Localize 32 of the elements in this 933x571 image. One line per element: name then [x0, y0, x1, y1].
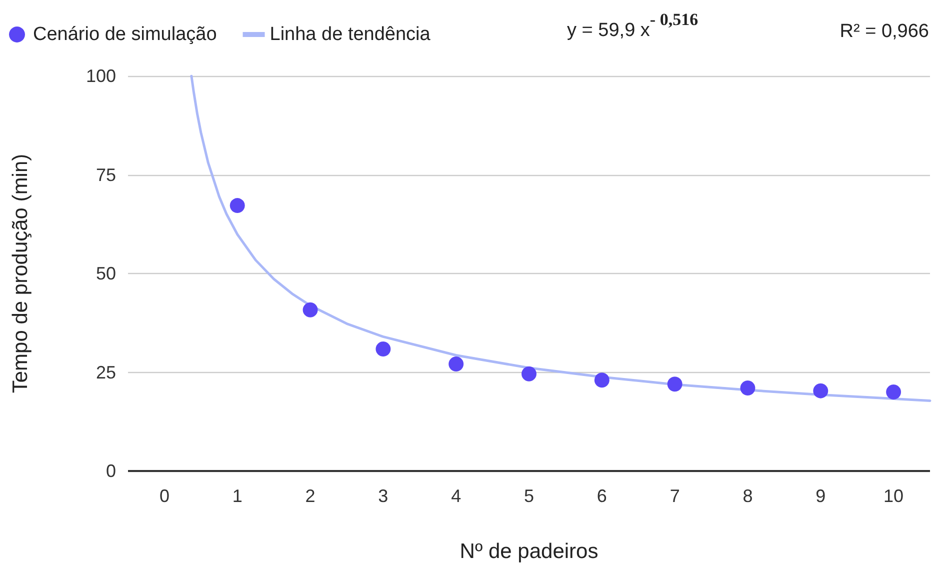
- x-tick-label: 8: [742, 486, 753, 506]
- y-tick-label: 25: [96, 362, 116, 382]
- y-tick-label: 75: [96, 164, 116, 185]
- y-tick-label: 50: [96, 264, 116, 284]
- x-tick-label: 0: [159, 486, 170, 506]
- x-tick-label: 3: [378, 486, 388, 506]
- legend-label: Linha de tendência: [270, 24, 431, 45]
- x-tick-label: 7: [670, 486, 680, 506]
- x-tick-label: 6: [596, 486, 607, 506]
- point: [667, 376, 682, 392]
- point: [594, 372, 610, 388]
- point: [376, 341, 391, 356]
- line-series: [190, 74, 932, 402]
- y-tick-label: 100: [86, 66, 116, 86]
- x-tick-label: 1: [232, 486, 242, 506]
- x-tick-label: 4: [451, 486, 462, 506]
- x-tick-label: 2: [305, 486, 316, 506]
- y-axis-title: Tempo de produção (min): [9, 154, 32, 394]
- point: [302, 302, 318, 318]
- point: [740, 380, 756, 396]
- point: [522, 366, 536, 382]
- point: [813, 383, 828, 398]
- text: R² = 0,966: [840, 21, 929, 42]
- legend-label: Cenário de simulação: [33, 24, 217, 45]
- point: [448, 356, 464, 372]
- point: [886, 384, 902, 400]
- y-tick-label: 0: [106, 461, 116, 481]
- x-axis-title: Nº de padeiros: [460, 540, 598, 563]
- x-tick-label: 5: [524, 486, 534, 506]
- x-tick-label: 9: [816, 486, 826, 506]
- x-tick-label: 10: [884, 486, 904, 506]
- point: [230, 198, 245, 214]
